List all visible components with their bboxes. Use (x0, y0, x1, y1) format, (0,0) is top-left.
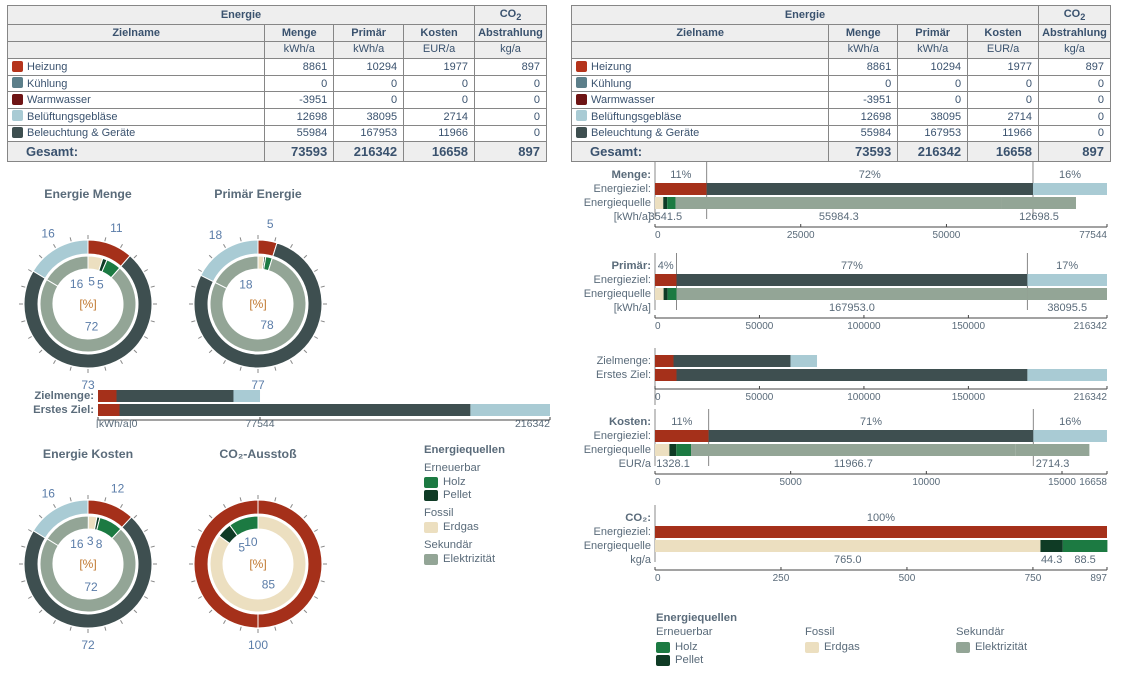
svg-text:Energieziel:: Energieziel: (594, 526, 651, 538)
svg-text:Energieziel:: Energieziel: (594, 430, 651, 442)
svg-text:Zielmenge:: Zielmenge: (597, 355, 651, 367)
svg-text:77%: 77% (841, 260, 863, 272)
svg-text:50000: 50000 (933, 230, 961, 241)
svg-text:85: 85 (262, 577, 276, 591)
svg-text:71%: 71% (860, 416, 882, 428)
svg-text:Erstes Ziel:: Erstes Ziel: (596, 369, 651, 381)
svg-text:[%]: [%] (249, 557, 266, 571)
svg-text:500: 500 (899, 573, 916, 584)
svg-text:12698.5: 12698.5 (1019, 211, 1059, 223)
svg-text:50000: 50000 (746, 392, 774, 403)
svg-text:750: 750 (1025, 573, 1042, 584)
svg-text:15000: 15000 (1048, 477, 1076, 488)
svg-text:[kWh/a]: [kWh/a] (614, 302, 651, 314)
svg-text:0: 0 (655, 392, 661, 403)
svg-text:100: 100 (248, 638, 268, 652)
svg-text:216342: 216342 (1074, 392, 1108, 403)
svg-text:72: 72 (85, 320, 99, 334)
svg-text:25000: 25000 (787, 230, 815, 241)
svg-text:Energiequelle: Energiequelle (584, 444, 651, 456)
svg-text:2714.3: 2714.3 (1036, 458, 1070, 470)
svg-text:CO₂-Ausstoß: CO₂-Ausstoß (219, 447, 297, 461)
svg-text:Energie Menge: Energie Menge (44, 187, 132, 201)
svg-text:Primär:: Primär: (611, 260, 651, 272)
svg-text:16: 16 (70, 537, 84, 551)
svg-text:EUR/a: EUR/a (619, 458, 652, 470)
svg-text:100%: 100% (867, 512, 895, 524)
svg-text:16658: 16658 (1079, 477, 1107, 488)
svg-text:72: 72 (84, 580, 98, 594)
svg-text:Menge:: Menge: (611, 169, 651, 181)
svg-text:72: 72 (81, 638, 95, 652)
svg-text:Energieziel:: Energieziel: (594, 274, 651, 286)
svg-text:167953.0: 167953.0 (829, 302, 875, 314)
svg-text:16: 16 (70, 277, 84, 291)
svg-text:77544: 77544 (245, 418, 274, 428)
svg-text:0: 0 (655, 477, 661, 488)
svg-text:100000: 100000 (847, 321, 881, 332)
svg-text:16%: 16% (1059, 416, 1081, 428)
svg-text:5000: 5000 (780, 477, 803, 488)
svg-text:Primär Energie: Primär Energie (214, 187, 302, 201)
svg-text:kg/a: kg/a (630, 554, 652, 566)
svg-text:Energiequelle: Energiequelle (584, 540, 651, 552)
svg-text:12: 12 (111, 482, 125, 496)
svg-text:Energie Kosten: Energie Kosten (43, 447, 133, 461)
svg-text:5: 5 (88, 274, 95, 288)
svg-text:11%: 11% (671, 416, 692, 428)
svg-text:[%]: [%] (79, 557, 96, 571)
svg-text:10000: 10000 (912, 477, 940, 488)
svg-text:78: 78 (260, 318, 274, 332)
svg-text:8: 8 (96, 537, 103, 551)
svg-text:765.0: 765.0 (834, 554, 862, 566)
svg-text:11966.7: 11966.7 (834, 458, 873, 470)
svg-text:44.3: 44.3 (1041, 554, 1062, 566)
svg-text:50000: 50000 (746, 321, 774, 332)
svg-text:11: 11 (110, 221, 123, 235)
svg-text:5: 5 (97, 278, 104, 292)
svg-text:88.5: 88.5 (1074, 554, 1095, 566)
svg-text:Kosten:: Kosten: (609, 416, 651, 428)
svg-text:38095.5: 38095.5 (1047, 302, 1087, 314)
svg-text:150000: 150000 (952, 321, 986, 332)
svg-text:0: 0 (655, 573, 661, 584)
svg-text:1328.1: 1328.1 (656, 458, 690, 470)
svg-text:Erstes Ziel:: Erstes Ziel: (33, 404, 94, 416)
svg-text:897: 897 (1090, 573, 1107, 584)
svg-text:Energiequelle: Energiequelle (584, 197, 651, 209)
svg-text:250: 250 (773, 573, 790, 584)
svg-text:[%]: [%] (79, 297, 96, 311)
svg-text:11%: 11% (670, 169, 691, 181)
svg-text:16%: 16% (1059, 169, 1081, 181)
svg-text:216342: 216342 (515, 418, 550, 428)
svg-text:216342: 216342 (1074, 321, 1108, 332)
svg-text:Zielmenge:: Zielmenge: (34, 390, 94, 402)
svg-text:17%: 17% (1056, 260, 1078, 272)
svg-text:[%]: [%] (249, 297, 266, 311)
svg-text:4%: 4% (658, 260, 674, 272)
svg-text:3: 3 (87, 534, 94, 548)
svg-text:CO₂:: CO₂: (625, 512, 651, 524)
svg-text:18: 18 (239, 277, 253, 291)
svg-text:[kWh/a]0: [kWh/a]0 (96, 418, 138, 428)
svg-text:[kWh/a]: [kWh/a] (614, 211, 651, 223)
svg-text:16: 16 (42, 486, 56, 500)
svg-text:5: 5 (267, 217, 274, 231)
svg-text:100000: 100000 (847, 392, 881, 403)
svg-text:77544: 77544 (1079, 230, 1107, 241)
svg-text:Energiequelle: Energiequelle (584, 288, 651, 300)
svg-text:0: 0 (655, 321, 661, 332)
svg-text:Energieziel:: Energieziel: (594, 183, 651, 195)
svg-text:3541.5: 3541.5 (648, 211, 682, 223)
svg-text:18: 18 (209, 228, 223, 242)
svg-text:10: 10 (244, 535, 258, 549)
svg-text:16: 16 (41, 227, 55, 241)
svg-text:150000: 150000 (952, 392, 986, 403)
svg-text:72%: 72% (859, 169, 881, 181)
svg-text:55984.3: 55984.3 (819, 211, 859, 223)
svg-text:0: 0 (655, 230, 661, 241)
